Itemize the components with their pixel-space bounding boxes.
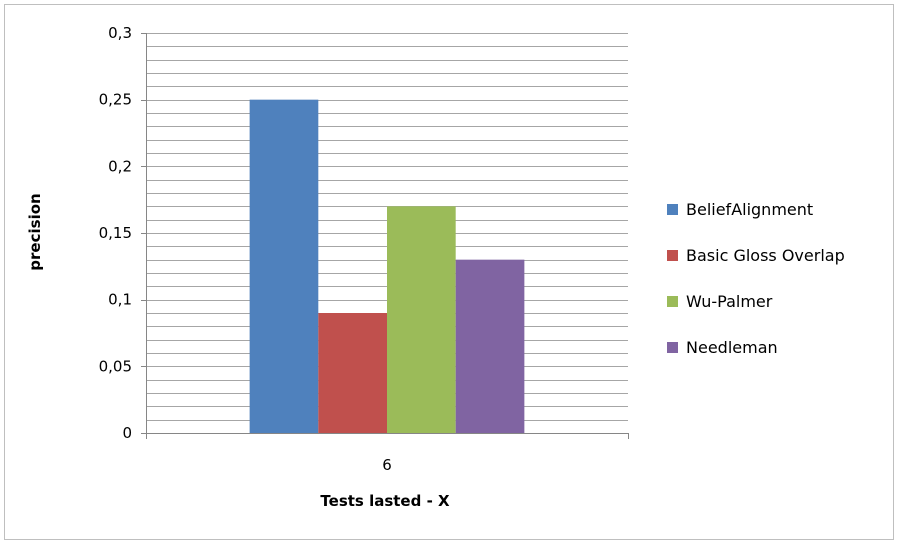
x-tick-labels: 6 — [382, 456, 392, 474]
bar-beliefalignment — [249, 99, 319, 434]
legend: BeliefAlignment Basic Gloss Overlap Wu-Pal… — [667, 200, 845, 357]
y-tick-labels: 0 0,05 0,1 0,15 0,2 0,25 0,3 — [99, 24, 132, 442]
y-tick-label: 0,25 — [99, 91, 132, 109]
x-tick-label: 6 — [382, 456, 392, 474]
legend-label: Needleman — [686, 338, 778, 357]
y-tick-label: 0,05 — [99, 357, 132, 375]
y-tick-label: 0,3 — [108, 24, 132, 42]
x-axis-title: Tests lasted - X — [320, 492, 450, 510]
axes — [141, 33, 629, 439]
bar-wu-palmer — [387, 206, 456, 433]
legend-label: BeliefAlignment — [686, 200, 813, 219]
y-tick-label: 0,2 — [108, 157, 132, 175]
legend-swatch — [667, 204, 678, 215]
y-tick-label: 0 — [122, 424, 132, 442]
y-tick-label: 0,1 — [108, 291, 132, 309]
legend-swatch — [667, 342, 678, 353]
bar-basic-gloss-overlap — [318, 313, 387, 433]
legend-label: Basic Gloss Overlap — [686, 246, 845, 265]
bar-needleman — [455, 259, 525, 433]
legend-swatch — [667, 296, 678, 307]
y-axis-title: precision — [26, 193, 44, 270]
legend-label: Wu-Palmer — [686, 292, 773, 311]
y-tick-label: 0,15 — [99, 224, 132, 242]
bars — [249, 99, 525, 434]
legend-swatch — [667, 250, 678, 261]
